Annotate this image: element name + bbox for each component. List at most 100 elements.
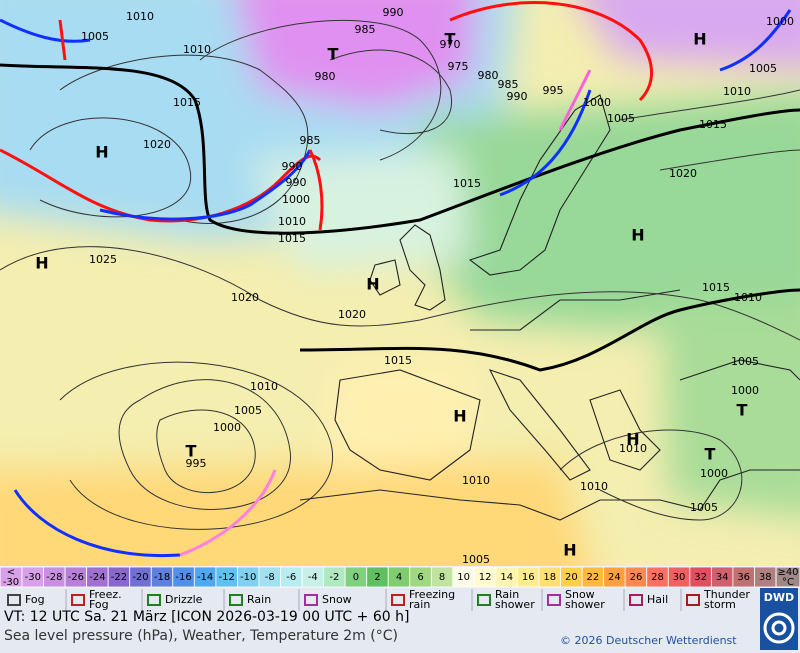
legend-symbol xyxy=(147,594,161,606)
legend-label: Freezing rain xyxy=(409,588,455,611)
logo-icon xyxy=(763,612,795,644)
isobar-label: 1010 xyxy=(619,442,647,455)
isobar-label: 980 xyxy=(478,69,499,82)
scale-label: -6 xyxy=(286,572,296,583)
isobar-label: 980 xyxy=(315,70,336,83)
isobar-label: 1005 xyxy=(234,404,262,417)
scale-label: -14 xyxy=(197,572,213,583)
pressure-center: H xyxy=(35,254,48,273)
isobar-label: 970 xyxy=(440,38,461,51)
isobar-label: 1000 xyxy=(213,421,241,434)
scale-label: -22 xyxy=(111,572,127,583)
legend-label: Fog xyxy=(25,593,45,606)
legend-label: Snow shower xyxy=(565,588,605,611)
pressure-center: H xyxy=(631,226,644,245)
scale-label: 16 xyxy=(522,572,535,583)
isobar-label: 1020 xyxy=(143,138,171,151)
isobar-label: 1015 xyxy=(702,281,730,294)
scale-label: 28 xyxy=(651,572,664,583)
isobar-label: 1000 xyxy=(700,467,728,480)
fronts xyxy=(0,1,792,558)
legend-label: Thunder storm xyxy=(703,588,750,611)
pressure-center: H xyxy=(693,30,706,49)
scale-label: 22 xyxy=(587,572,600,583)
scale-label: 8 xyxy=(439,572,445,583)
isobar-label: 995 xyxy=(543,84,564,97)
scale-label: -4 xyxy=(308,572,318,583)
scale-label: 32 xyxy=(694,572,707,583)
scale-label: -16 xyxy=(175,572,191,583)
isobar-label: 990 xyxy=(286,176,307,189)
isobar-label: 990 xyxy=(282,160,303,173)
isobar-label: 1015 xyxy=(384,354,412,367)
description: Sea level pressure (hPa), Weather, Tempe… xyxy=(4,628,398,644)
pressure-center: H xyxy=(366,275,379,294)
isobar-label: 1005 xyxy=(749,62,777,75)
pressure-center: T xyxy=(737,401,748,420)
isobar-label: 1020 xyxy=(669,167,697,180)
logo-box xyxy=(760,588,798,650)
isobar-label: 1015 xyxy=(699,118,727,131)
weather-legend: Fog Freez. Fog Drizzle Rain Snow Freezing rain R… xyxy=(7,588,750,611)
isobar-label: 990 xyxy=(383,6,404,19)
isobar-label: 1010 xyxy=(126,10,154,23)
isobars-1015 xyxy=(0,63,800,372)
isobar-label: 1010 xyxy=(278,215,306,228)
scale-label: -2 xyxy=(329,572,339,583)
scale-label: 38 xyxy=(759,572,772,583)
isobar-label: 1020 xyxy=(231,291,259,304)
isobar-label: 985 xyxy=(300,134,321,147)
isobar-label: 1000 xyxy=(583,96,611,109)
scale-label: 36 xyxy=(737,572,750,583)
scale-label: 20 xyxy=(565,572,578,583)
scale-label: 26 xyxy=(630,572,643,583)
isobar-label: 1025 xyxy=(89,253,117,266)
scale-label: < -30 xyxy=(3,567,19,588)
scale-label: -12 xyxy=(218,572,234,583)
pressure-center: T xyxy=(328,45,339,64)
pressure-centers: H T T H H H H H T T H T H xyxy=(35,30,747,560)
legend-symbol xyxy=(547,594,561,606)
scale-label: 34 xyxy=(716,572,729,583)
scale-label: -20 xyxy=(132,572,148,583)
isobar-label: 990 xyxy=(507,90,528,103)
scale-cell xyxy=(775,566,800,588)
legend-symbol xyxy=(71,594,85,606)
scale-label: -30 xyxy=(25,572,41,583)
isobar-label: 1010 xyxy=(183,43,211,56)
scale-label: -10 xyxy=(240,572,256,583)
isobar-label: 1015 xyxy=(173,96,201,109)
pressure-center: T xyxy=(705,445,716,464)
pressure-center: T xyxy=(445,30,456,49)
scale-label: ≥40 °C xyxy=(777,567,798,588)
legend-label: Freez. Fog xyxy=(89,588,122,611)
legend-label: Rain xyxy=(247,593,271,606)
legend-symbol xyxy=(686,594,700,606)
scale-label: -24 xyxy=(89,572,105,583)
isobar-label: 1010 xyxy=(734,291,762,304)
valid-time: VT: 12 UTC Sa. 21 März [ICON 2026-03-19 … xyxy=(4,609,409,625)
scale-label: 6 xyxy=(417,572,423,583)
isobar-label: 985 xyxy=(498,78,519,91)
temperature-scale: < -30 -30 -28 -26 -24 -22 -20 -18 -16 -14 -12 -10 -8-… xyxy=(0,566,800,588)
legend-symbol xyxy=(7,594,21,606)
scale-label: -28 xyxy=(46,572,62,583)
pressure-center: H xyxy=(626,430,639,449)
pressure-center: H xyxy=(95,143,108,162)
isobar-label: 1010 xyxy=(250,380,278,393)
scale-label: 10 xyxy=(457,572,470,583)
scale-label: 18 xyxy=(543,572,556,583)
isobar-label: 1020 xyxy=(338,308,366,321)
legend-symbol xyxy=(477,594,491,606)
temperature-field xyxy=(0,0,800,566)
legend-symbol xyxy=(229,594,243,606)
isobar-label: 1000 xyxy=(731,384,759,397)
legend-symbol xyxy=(391,594,405,606)
legend-symbol xyxy=(629,594,643,606)
scale-label: 2 xyxy=(374,572,380,583)
pressure-center: H xyxy=(453,407,466,426)
